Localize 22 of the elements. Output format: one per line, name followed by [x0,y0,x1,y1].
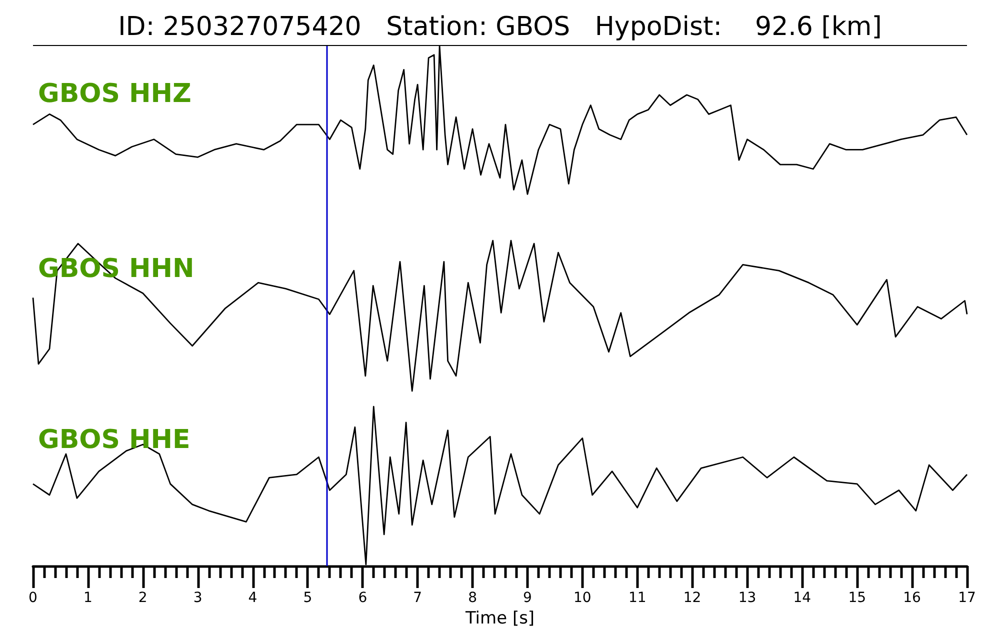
x-tick-label: 12 [683,590,702,606]
x-tick-label: 5 [303,590,312,606]
x-tick-label: 2 [138,590,148,606]
x-tick-label: 15 [848,590,866,606]
x-tick-label: 10 [574,590,592,606]
x-tick-label: 8 [468,590,477,606]
x-tick-label: 0 [28,590,38,606]
x-tick-label: 17 [958,590,976,606]
x-tick-label: 4 [248,590,258,606]
x-tick-label: 13 [738,590,756,606]
x-axis-title: Time [s] [464,608,535,628]
chart-title: ID: 250327075420 Station: GBOS HypoDist: 92.6 [km] [33,0,967,46]
text: GBOS HHZ [38,79,192,109]
x-tick-label: 11 [628,590,646,606]
x-tick-label: 16 [903,590,922,606]
x-tick-label: 6 [358,590,368,606]
x-tick-label: 14 [793,590,812,606]
x-tick-label: 9 [523,590,532,606]
text: GBOS HHE [38,425,190,455]
x-tick-label: 1 [83,590,92,606]
x-tick-label: 3 [193,590,202,606]
x-tick-label: 7 [413,590,422,606]
